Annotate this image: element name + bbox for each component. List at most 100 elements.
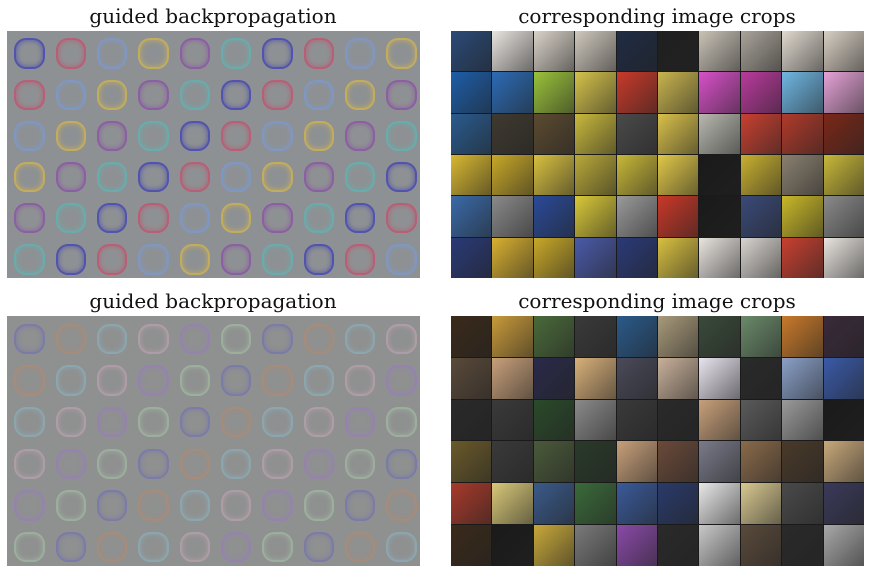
image-crop-tile (658, 113, 699, 154)
guided-backprop-pattern (386, 120, 417, 152)
heading-top-left: guided backpropagation (89, 4, 337, 28)
guided-backprop-pattern (138, 38, 169, 69)
image-crop-tile (575, 72, 616, 113)
image-crop-tile (699, 196, 740, 237)
image-crop-tile (823, 154, 864, 196)
guided-backprop-pattern (262, 120, 293, 152)
guided-backprop-pattern (262, 161, 293, 193)
image-crop-tile (699, 237, 740, 278)
guided-backprop-pattern (303, 448, 334, 480)
image-crop-tile (740, 441, 782, 483)
image-crop-tile (451, 483, 492, 525)
guided-backprop-pattern (344, 490, 376, 521)
guided-backprop-pattern (55, 161, 87, 193)
guided-backprop-pattern (179, 323, 211, 355)
guided-backprop-pattern (262, 244, 293, 275)
guided-backprop-pattern (14, 120, 45, 152)
image-crop-tile (492, 154, 533, 196)
image-crop-tile (699, 441, 740, 483)
heading-bottom-right: corresponding image crops (518, 289, 796, 313)
guided-backprop-pattern (303, 244, 334, 275)
guided-backprop-pattern (55, 406, 87, 438)
image-crop-tile (823, 31, 864, 72)
image-crop-tile (658, 357, 699, 399)
guided-backprop-pattern (344, 38, 376, 69)
guided-backprop-pattern (386, 490, 417, 521)
guided-backprop-pattern (220, 161, 252, 193)
image-crop-tile (451, 316, 492, 357)
guided-backprop-pattern (303, 203, 334, 234)
guided-backprop-pattern (179, 448, 211, 480)
guided-backprop-pattern (97, 38, 128, 69)
guided-backprop-pattern (344, 448, 376, 480)
guided-backprop-pattern (262, 448, 293, 480)
image-crop-tile (575, 525, 616, 566)
guided-backprop-pattern (138, 79, 169, 110)
image-crop-tile (575, 483, 616, 525)
guided-backprop-pattern (303, 323, 334, 355)
image-crop-tile (575, 399, 616, 441)
guided-backprop-pattern (344, 79, 376, 110)
guided-backprop-pattern (220, 79, 252, 110)
guided-backprop-pattern (14, 365, 45, 396)
guided-backprop-pattern (14, 490, 45, 521)
guided-backprop-pattern (220, 203, 252, 234)
image-crop-tile (533, 72, 575, 113)
image-crop-tile (782, 357, 823, 399)
guided-backprop-pattern (344, 531, 376, 563)
image-crops-grid-bottom (451, 316, 864, 566)
guided-backprop-pattern (220, 448, 252, 480)
image-crop-tile (782, 196, 823, 237)
image-crop-tile (823, 113, 864, 154)
guided-backprop-pattern (262, 38, 293, 69)
guided-backprop-pattern (14, 244, 45, 275)
image-crop-tile (616, 316, 657, 357)
guided-backprop-pattern (138, 323, 169, 355)
image-crop-tile (699, 31, 740, 72)
image-crop-tile (616, 196, 657, 237)
guided-backprop-pattern (344, 120, 376, 152)
image-crop-tile (699, 113, 740, 154)
guided-backprop-pattern (303, 365, 334, 396)
image-crop-tile (492, 113, 533, 154)
guided-backprop-pattern (97, 531, 128, 563)
image-crop-tile (658, 441, 699, 483)
image-crop-tile (658, 196, 699, 237)
image-crop-tile (451, 72, 492, 113)
guided-backprop-pattern (55, 448, 87, 480)
image-crop-tile (658, 72, 699, 113)
image-crop-tile (616, 113, 657, 154)
image-crop-tile (533, 316, 575, 357)
image-crop-tile (658, 237, 699, 278)
image-crop-tile (533, 31, 575, 72)
guided-backprop-pattern (138, 448, 169, 480)
image-crop-tile (575, 441, 616, 483)
image-crop-tile (616, 399, 657, 441)
image-crop-tile (451, 31, 492, 72)
image-crop-tile (658, 483, 699, 525)
guided-backprop-pattern (14, 38, 45, 69)
image-crop-tile (616, 154, 657, 196)
image-crop-tile (533, 399, 575, 441)
guided-backprop-pattern (344, 365, 376, 396)
image-crop-tile (782, 31, 823, 72)
image-crop-tile (451, 357, 492, 399)
guided-backprop-pattern (386, 448, 417, 480)
guided-backprop-pattern (303, 490, 334, 521)
guided-backprop-pattern (303, 79, 334, 110)
guided-backprop-pattern (386, 38, 417, 69)
image-crop-tile (823, 399, 864, 441)
image-crop-tile (575, 154, 616, 196)
guided-backprop-pattern (55, 120, 87, 152)
guided-backprop-pattern (97, 323, 128, 355)
guided-backprop-pattern (14, 79, 45, 110)
guided-backprop-pattern (303, 406, 334, 438)
image-crop-tile (451, 154, 492, 196)
guided-backprop-pattern (97, 365, 128, 396)
image-crop-tile (823, 357, 864, 399)
guided-backprop-pattern (220, 490, 252, 521)
image-crop-tile (699, 154, 740, 196)
guided-backprop-pattern (14, 531, 45, 563)
image-crop-tile (823, 237, 864, 278)
guided-backprop-pattern (14, 406, 45, 438)
